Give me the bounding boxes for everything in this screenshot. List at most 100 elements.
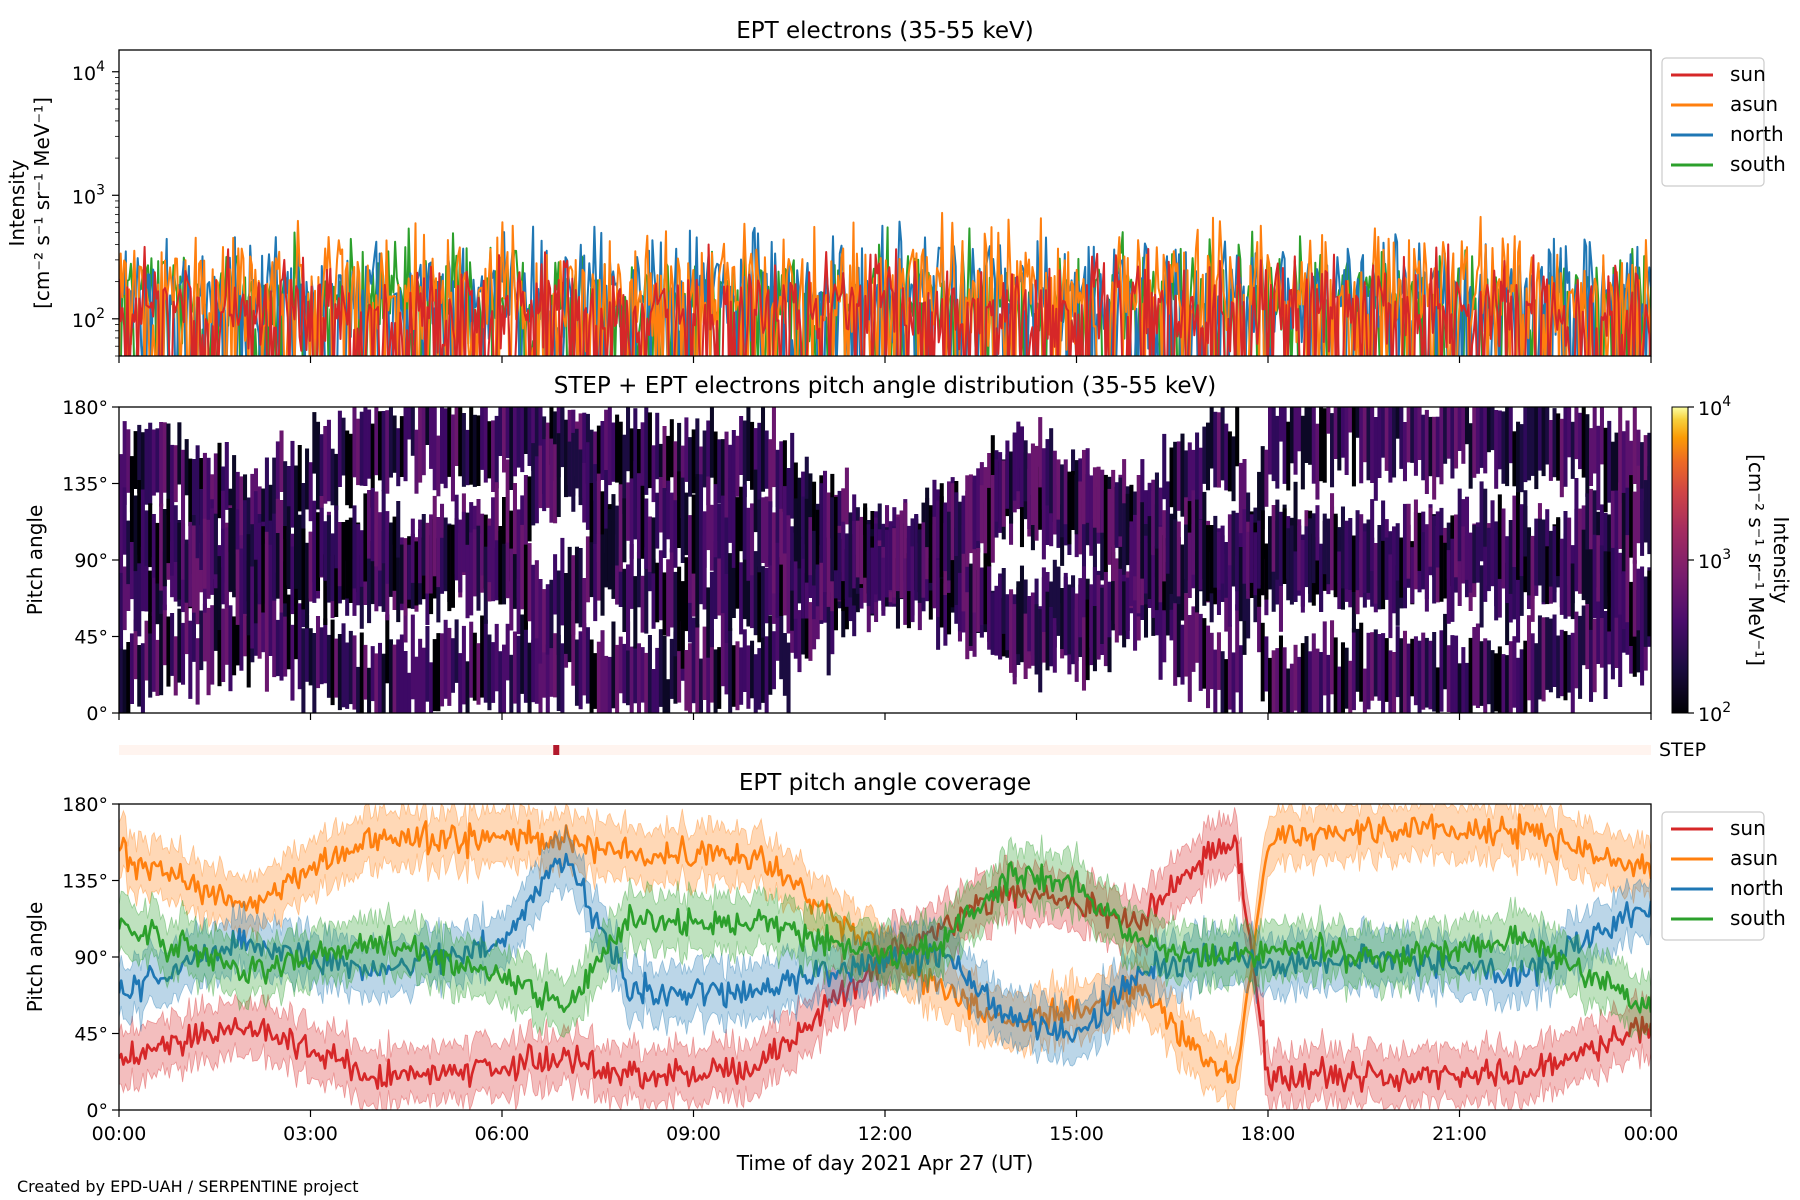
heatmap-cell (502, 407, 507, 473)
heatmap-cell (1147, 516, 1152, 599)
heatmap-cell (1567, 547, 1572, 617)
heatmap-cell (1195, 551, 1200, 613)
heatmap-cell (367, 667, 372, 713)
heatmap-cell (549, 407, 554, 465)
heatmap-cell (1468, 637, 1473, 713)
heatmap-cell (1479, 641, 1484, 706)
heatmap-cell (1264, 636, 1269, 692)
heatmap-cell (224, 527, 229, 609)
heatmap-cell (534, 456, 539, 524)
heatmap-cell (553, 444, 558, 524)
heatmap-cell (870, 547, 875, 614)
heatmap-cell (1428, 507, 1433, 567)
heatmap-cell (1464, 662, 1470, 713)
heatmap-cell (1548, 618, 1553, 693)
heatmap-cell (1472, 407, 1477, 478)
heatmap-cell (1195, 432, 1200, 519)
heatmap-cell (177, 608, 182, 683)
heatmap-cell (582, 412, 587, 498)
heatmap-cell (505, 459, 510, 545)
heatmap-cell (1162, 433, 1167, 500)
heatmap-cell (381, 653, 386, 713)
heatmap-cell (1559, 629, 1564, 697)
heatmap-cell (305, 542, 310, 629)
colorbar-tick-label: 103 (1698, 547, 1731, 573)
heatmap-cell (936, 559, 941, 617)
heatmap-cell (669, 548, 674, 628)
heatmap-cell (523, 475, 528, 558)
heatmap-cell (1614, 547, 1619, 618)
heatmap-cell (647, 412, 652, 489)
heatmap-cell (1297, 407, 1302, 452)
heatmap-cell (596, 473, 601, 562)
heatmap-cell (1213, 649, 1218, 713)
heatmap-cell (1541, 617, 1546, 702)
panel3-x-ticks: 00:00 03:00 06:00 09:00 12:00 15:00 18:00 21:00… (92, 1110, 1678, 1145)
heatmap-cell (545, 436, 550, 508)
heatmap-cell (162, 422, 167, 493)
heatmap-cell (724, 638, 729, 695)
heatmap-cell (775, 529, 780, 618)
heatmap-cell (308, 531, 313, 602)
heatmap-cell (388, 407, 393, 478)
heatmap-cell (1643, 480, 1648, 543)
heatmap-cell (264, 603, 269, 692)
colorbar-tick-label: 104 (1698, 394, 1731, 420)
heatmap-cell (1603, 512, 1608, 577)
heatmap-cell (516, 578, 521, 635)
heatmap-cell (1136, 475, 1141, 563)
heatmap-cell (283, 461, 288, 540)
heatmap-cell (1107, 488, 1112, 565)
heatmap-cell (505, 407, 510, 459)
heatmap-cell (844, 533, 849, 607)
panel-pitch-distribution: STEP + EPT electrons pitch angle distrib… (23, 373, 1793, 726)
heatmap-cell (1479, 481, 1484, 562)
heatmap-cell (1410, 638, 1415, 697)
panel1-title: EPT electrons (35-55 keV) (736, 18, 1033, 44)
heatmap-cell (523, 622, 528, 703)
heatmap-cell (1497, 410, 1502, 470)
heatmap-cell (684, 650, 689, 711)
heatmap-cell (232, 537, 237, 598)
heatmap-cell (129, 633, 134, 704)
heatmap-cell (1118, 477, 1123, 537)
colorbar-tick-label: 102 (1698, 700, 1731, 726)
heatmap-cell (1381, 633, 1386, 713)
heatmap-cell (323, 618, 328, 684)
heatmap-cell (279, 430, 284, 492)
heatmap-cell (1446, 645, 1451, 712)
heatmap-cell (170, 444, 175, 523)
heatmap-cell (1439, 407, 1444, 485)
heatmap-cell (268, 544, 273, 606)
heatmap-cell (771, 512, 776, 594)
heatmap-cell (717, 439, 722, 504)
heatmap-cell (589, 429, 594, 508)
heatmap-cell (560, 537, 565, 626)
heatmap-cell (582, 623, 587, 696)
heatmap-cell (629, 646, 634, 713)
heatmap-cell (833, 496, 838, 571)
heatmap-cell (1556, 413, 1561, 481)
heatmap-cell (173, 636, 178, 696)
heatmap-cell (826, 492, 831, 552)
heatmap-cell (764, 636, 769, 713)
heatmap-cell (1508, 407, 1513, 464)
heatmap-cell (1519, 548, 1524, 616)
heatmap-cell (1607, 420, 1612, 503)
heatmap-cell (848, 512, 853, 598)
heatmap-cell (436, 435, 441, 497)
heatmap-cell (509, 510, 514, 582)
heatmap-cell (315, 421, 321, 510)
heatmap-cell (1030, 443, 1035, 525)
heatmap-cell (735, 548, 740, 609)
heatmap-cell (1475, 407, 1480, 474)
heatmap-cell (279, 500, 284, 578)
heatmap-cell (1176, 599, 1181, 678)
heatmap-cell (476, 643, 481, 705)
heatmap-cell (148, 422, 153, 506)
heatmap-cell (228, 605, 233, 692)
heatmap-cell (217, 556, 222, 630)
heatmap-cell (720, 611, 725, 687)
heatmap-cell (647, 516, 652, 572)
heatmap-cell (695, 556, 700, 628)
